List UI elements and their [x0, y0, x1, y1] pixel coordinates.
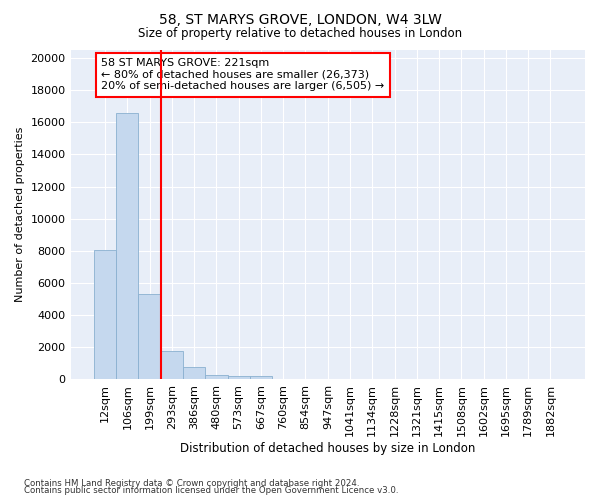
Bar — [183, 367, 205, 380]
Text: 58, ST MARYS GROVE, LONDON, W4 3LW: 58, ST MARYS GROVE, LONDON, W4 3LW — [158, 12, 442, 26]
Bar — [161, 350, 183, 380]
Text: 58 ST MARYS GROVE: 221sqm
← 80% of detached houses are smaller (26,373)
20% of s: 58 ST MARYS GROVE: 221sqm ← 80% of detac… — [101, 58, 385, 92]
Bar — [227, 376, 250, 380]
Y-axis label: Number of detached properties: Number of detached properties — [15, 127, 25, 302]
Bar — [94, 250, 116, 380]
Bar — [250, 376, 272, 380]
X-axis label: Distribution of detached houses by size in London: Distribution of detached houses by size … — [180, 442, 475, 455]
Bar — [139, 294, 161, 380]
Text: Size of property relative to detached houses in London: Size of property relative to detached ho… — [138, 28, 462, 40]
Text: Contains HM Land Registry data © Crown copyright and database right 2024.: Contains HM Land Registry data © Crown c… — [24, 478, 359, 488]
Bar — [205, 374, 227, 380]
Text: Contains public sector information licensed under the Open Government Licence v3: Contains public sector information licen… — [24, 486, 398, 495]
Bar — [116, 114, 139, 380]
